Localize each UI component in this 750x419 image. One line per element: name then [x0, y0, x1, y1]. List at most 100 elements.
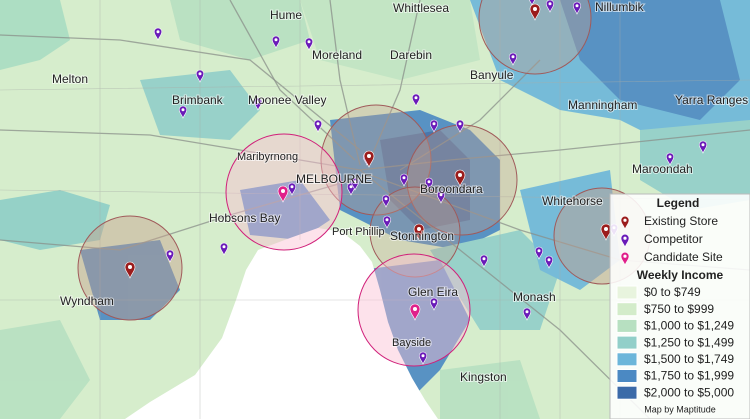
competitor-pin-dot [432, 300, 436, 304]
competitor-pin-dot [181, 108, 185, 112]
competitor-pin-dot [385, 218, 389, 222]
competitor-pin [528, 0, 536, 6]
competitor-pin [153, 27, 163, 41]
competitor-pin [350, 177, 360, 191]
candidate-site-pin [409, 303, 421, 321]
competitor-pin-dot [421, 354, 425, 358]
legend-symbol-dot [623, 218, 627, 222]
competitor-pin-dot [274, 38, 278, 42]
existing-store-pin-dot [533, 7, 537, 11]
competitor-pin [455, 119, 465, 133]
competitor-pin [304, 37, 314, 51]
place-label: Whittlesea [393, 1, 449, 15]
competitor-pin [382, 215, 392, 229]
legend-swatch [616, 369, 638, 383]
competitor-pin [381, 194, 391, 208]
existing-store-pin-dot [604, 227, 608, 231]
legend-label: $1,250 to $1,499 [644, 335, 734, 349]
competitor-pin-dot [537, 249, 541, 253]
competitor-pin-dot [290, 185, 294, 189]
place-label: Kingston [460, 370, 507, 384]
competitor-pin [287, 182, 297, 196]
legend-label: $2,000 to $5,000 [644, 385, 734, 399]
existing-store-pin-dot [458, 173, 462, 177]
competitor-pin-dot [668, 155, 672, 159]
competitor-pin-dot [156, 30, 160, 34]
competitor-pin [436, 190, 446, 204]
place-label: Hume [270, 8, 302, 22]
candidate-site-pin [277, 185, 289, 203]
place-label: Darebin [390, 48, 432, 62]
place-label: Port Phillip [332, 226, 385, 238]
competitor-pin [522, 307, 532, 321]
legend-symbol [620, 233, 630, 248]
legend-swatch [616, 285, 638, 300]
place-label: Maroondah [632, 162, 693, 176]
competitor-pin-dot [402, 176, 406, 180]
competitor-pin-dot [353, 180, 357, 184]
legend-symbol-dot [623, 236, 627, 240]
competitor-pin [572, 1, 582, 15]
competitor-pin-dot [439, 193, 443, 197]
competitor-pin [544, 255, 554, 269]
legend-swatch [616, 335, 638, 350]
place-label: Melton [52, 72, 88, 86]
legend-swatch [616, 385, 638, 400]
competitor-pin-dot [198, 72, 202, 76]
legend-label: Competitor [644, 232, 703, 246]
competitor-pin [418, 351, 428, 365]
place-label: Monash [513, 290, 556, 304]
place-label: Bayside [392, 337, 431, 349]
competitor-pin-dot [701, 143, 705, 147]
competitor-pin-dot [168, 252, 172, 256]
competitor-pin [545, 0, 555, 13]
place-label: Stonnington [390, 229, 454, 243]
competitor-pin [665, 152, 675, 166]
candidate-site-pin-dot [281, 189, 285, 193]
legend-label: Candidate Site [644, 250, 723, 264]
legend-symbol [620, 215, 630, 230]
existing-store-pin [124, 261, 136, 279]
legend-swatch [616, 352, 638, 367]
place-label: Banyule [470, 68, 514, 82]
legend-swatch [616, 318, 638, 333]
legend-symbol-dot [623, 254, 627, 258]
candidate-site-pin-dot [413, 307, 417, 311]
competitor-pin [313, 119, 323, 133]
competitor-pin [178, 105, 188, 119]
place-label: Whitehorse [542, 194, 603, 208]
legend-label: $1,750 to $1,999 [644, 369, 734, 383]
competitor-pin [479, 254, 489, 268]
existing-store-pin-dot [128, 265, 132, 269]
competitor-pin-dot [575, 4, 579, 8]
credit: Map by Maptitude [644, 404, 716, 414]
legend-label: $750 to $999 [644, 302, 714, 316]
place-label: Nillumbik [595, 0, 645, 14]
competitor-pin [399, 173, 409, 187]
competitor-pin-dot [414, 96, 418, 100]
competitor-pin-dot [458, 122, 462, 126]
competitor-pin [429, 297, 439, 311]
existing-store-pin [454, 169, 466, 187]
competitor-pin-dot [427, 180, 431, 184]
place-label: Hobsons Bay [209, 211, 280, 225]
existing-store-pin-dot [417, 227, 421, 231]
existing-store-pin [413, 223, 425, 241]
place-label: Glen Eira [408, 285, 458, 299]
place-label: Wyndham [60, 294, 114, 308]
legend-label: Existing Store [644, 214, 718, 228]
competitor-pin [698, 140, 708, 154]
competitor-pin-dot [525, 310, 529, 314]
competitor-pin [253, 97, 263, 111]
competitor-pin [195, 69, 205, 83]
place-label: MELBOURNE [296, 172, 372, 186]
competitor-pin-dot [222, 245, 226, 249]
legend-swatch [616, 302, 638, 317]
competitor-pin-dot [511, 55, 515, 59]
existing-store-pin [363, 150, 375, 168]
existing-store-pin [600, 223, 612, 241]
pins [124, 0, 708, 365]
competitor-pin-dot [482, 257, 486, 261]
competitor-pin-dot [349, 185, 353, 189]
